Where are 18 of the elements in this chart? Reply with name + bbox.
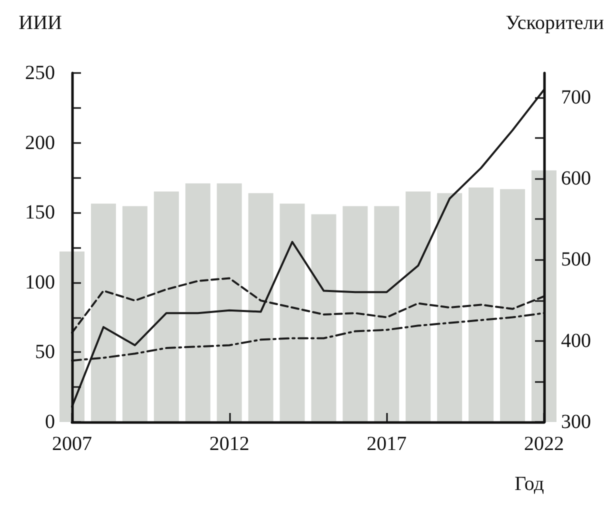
y-tick-label: 250 (25, 62, 55, 84)
y-tick-label: 50 (35, 341, 55, 364)
y2-tick-label: 500 (561, 248, 591, 271)
y-tick-label: 0 (45, 411, 55, 433)
y-tick-label: 200 (25, 132, 55, 154)
y2-tick-label: 300 (561, 411, 591, 433)
x-axis-title: Год (514, 473, 544, 495)
x-tick-label: 2007 (52, 433, 92, 455)
x-tick-label: 2012 (209, 433, 250, 455)
y2-tick-label: 600 (561, 168, 591, 190)
y2-tick-label: 400 (561, 330, 591, 352)
x-tick-label: 2017 (366, 433, 407, 455)
y-tick-label: 150 (25, 202, 55, 224)
y-tick-label: 100 (25, 271, 55, 294)
y2-axis-title: Ускорители (506, 12, 604, 34)
y2-tick-label: 700 (561, 86, 591, 108)
x-tick-label: 2022 (524, 433, 564, 455)
y-axis-title: ИИИ (18, 12, 62, 34)
